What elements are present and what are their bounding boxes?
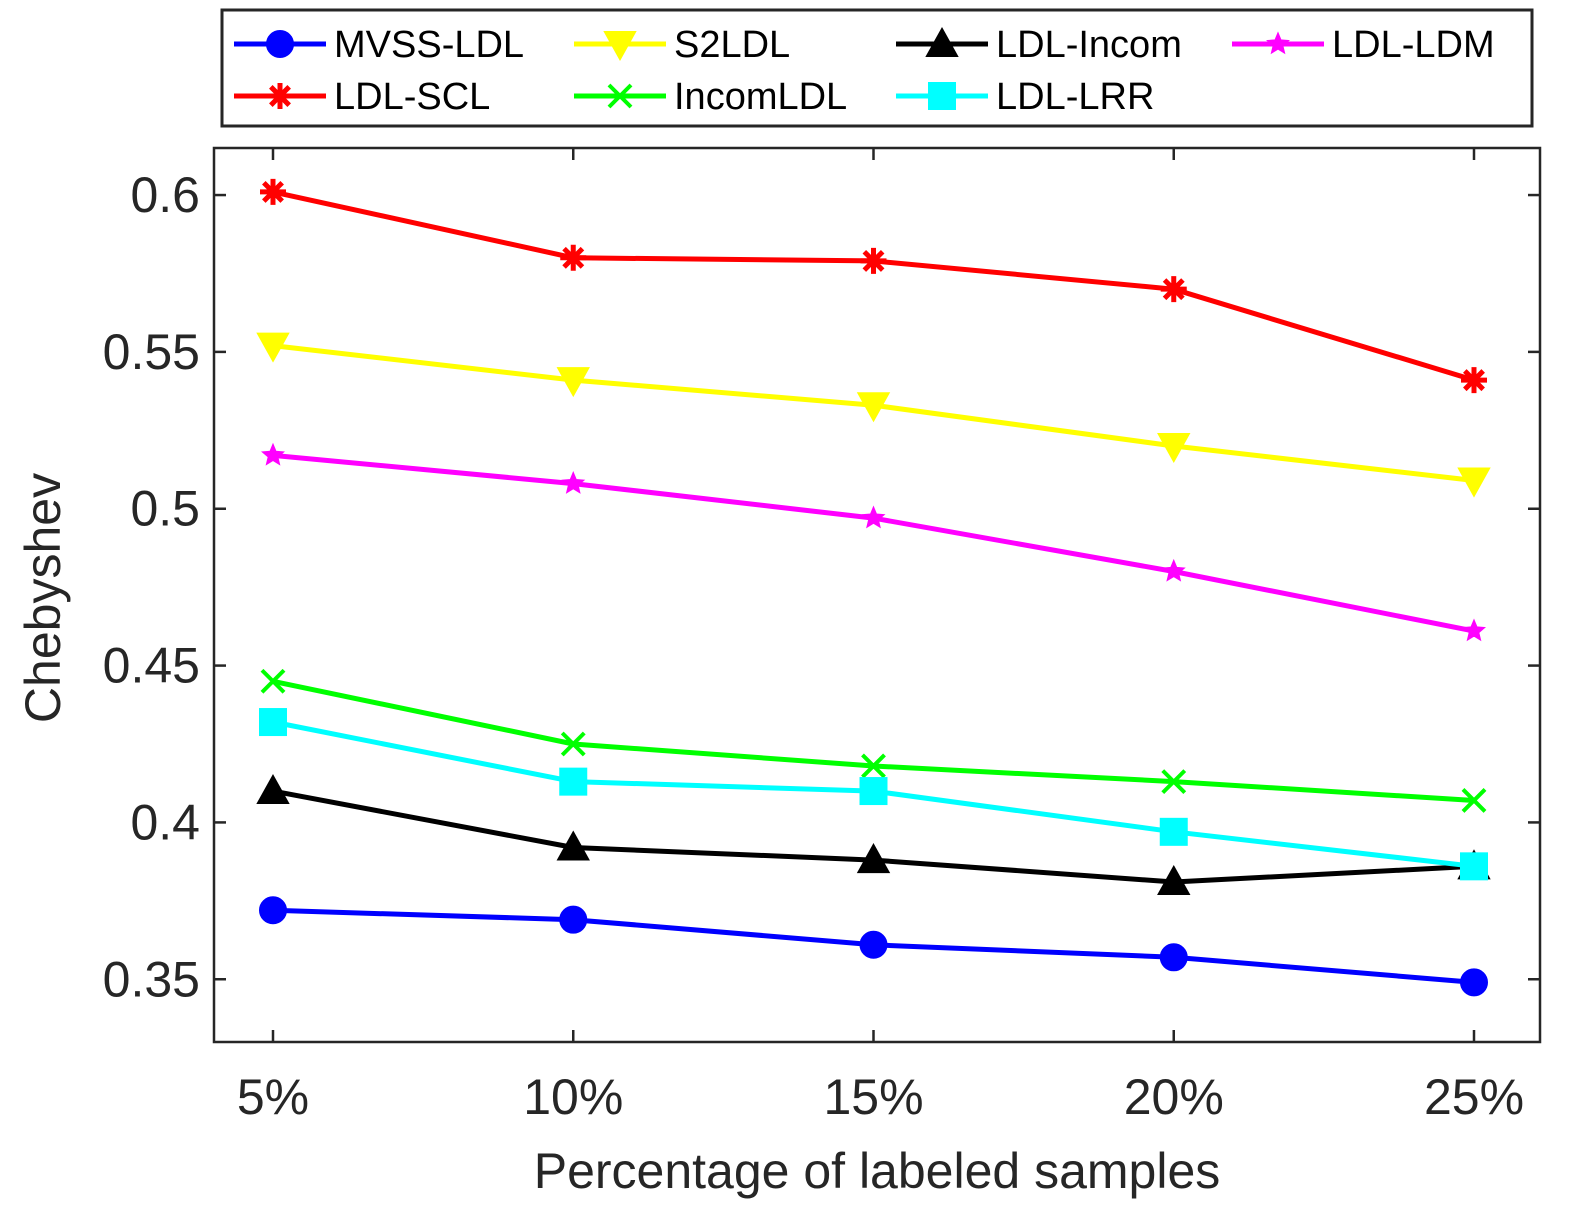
y-tick-label: 0.35 [103,951,200,1007]
legend-item-s2ldl: S2LDL [574,24,790,66]
data-point-ldl-lrr [1460,852,1488,881]
series-ldl-lrr [259,708,1488,881]
legend-label-s2ldl: S2LDL [674,24,790,66]
data-point-s2ldl [256,332,290,363]
series-group [256,178,1491,997]
data-point-ldl-ldm [861,505,886,529]
series-ldl-ldm [261,442,1486,642]
series-s2ldl [256,332,1491,498]
data-point-ldl-scl [1160,276,1187,303]
legend-item-ldl-incom: LDL-Incom [896,24,1182,66]
legend-marker-ldl-ldm [1266,31,1290,55]
legend-label-mvss-ldl: MVSS-LDL [334,24,524,66]
data-point-s2ldl [556,367,590,398]
data-point-mvss-ldl [559,905,588,934]
x-axis-label: Percentage of labeled samples [534,1143,1221,1199]
data-point-ldl-ldm [1161,558,1186,582]
data-point-incomldl [861,753,886,779]
data-point-mvss-ldl [1460,968,1488,997]
legend-item-ldl-lrr: LDL-LRR [896,76,1154,118]
data-point-incomldl [260,668,286,694]
legend-item-ldl-ldm: LDL-LDM [1232,24,1495,66]
x-tick-label: 15% [823,1069,923,1125]
plot-area [212,146,1542,1044]
data-point-ldl-lrr [259,708,287,737]
legend-label-ldl-ldm: LDL-LDM [1332,24,1495,66]
data-point-s2ldl [1157,433,1191,464]
x-tick-label: 25% [1424,1069,1524,1125]
legend-box [220,8,1534,128]
data-point-ldl-lrr [1159,817,1188,846]
legend-marker-ldl-scl [267,83,293,109]
legend-marker-s2ldl [603,31,637,62]
data-point-ldl-scl [560,244,587,271]
x-tick-label: 5% [237,1069,309,1125]
y-axis-label: Chebyshev [15,473,71,723]
y-tick-label: 0.5 [130,481,200,537]
legend-marker-ldl-incom [925,26,959,57]
data-point-mvss-ldl [1159,943,1188,972]
data-point-ldl-scl [860,247,887,274]
data-point-ldl-incom [256,773,290,805]
data-point-ldl-incom [556,830,590,861]
legend: MVSS-LDL S2LDL LDL-Incom LDL-LDM LDL-SCL Inco… [220,8,1534,128]
data-point-incomldl [560,731,586,757]
data-point-ldl-ldm [1462,618,1486,642]
data-point-ldl-lrr [859,777,888,806]
series-incomldl [260,668,1487,813]
x-tick-label: 10% [523,1069,623,1125]
data-point-s2ldl [856,392,891,423]
legend-item-incomldl: IncomLDL [574,76,847,118]
series-ldl-scl [260,178,1487,394]
legend-item-ldl-scl: LDL-SCL [234,76,490,118]
data-point-ldl-incom [856,843,891,874]
series-mvss-ldl [259,896,1488,997]
data-point-mvss-ldl [259,896,287,925]
legend-label-ldl-incom: LDL-Incom [996,24,1182,66]
y-tick-label: 0.55 [103,324,200,380]
data-point-ldl-scl [260,178,286,205]
axes: 0.35 0.4 0.45 0.5 0.55 0.6 5% 10% 15% 20% 25% [103,148,1540,1125]
y-tick-label: 0.45 [103,638,200,694]
legend-marker-incomldl [607,83,633,109]
data-point-incomldl [1161,769,1187,795]
data-point-ldl-ldm [261,442,285,466]
data-point-s2ldl [1457,467,1491,498]
x-tick-label: 20% [1124,1069,1224,1125]
legend-label-incomldl: IncomLDL [674,76,847,118]
plot-frame [212,146,1542,1044]
data-point-ldl-scl [1461,367,1487,394]
legend-marker-ldl-lrr [928,82,956,110]
legend-item-mvss-ldl: MVSS-LDL [234,24,524,66]
data-point-mvss-ldl [859,930,888,959]
data-point-incomldl [1461,788,1487,813]
y-tick-label: 0.4 [130,794,200,850]
legend-label-ldl-scl: LDL-SCL [334,76,490,118]
data-point-ldl-lrr [559,767,588,796]
data-point-ldl-incom [1157,864,1191,896]
y-tick-label: 0.6 [130,167,200,223]
data-point-ldl-ldm [561,471,586,494]
legend-label-ldl-lrr: LDL-LRR [996,76,1154,118]
legend-marker-mvss-ldl [266,30,294,58]
